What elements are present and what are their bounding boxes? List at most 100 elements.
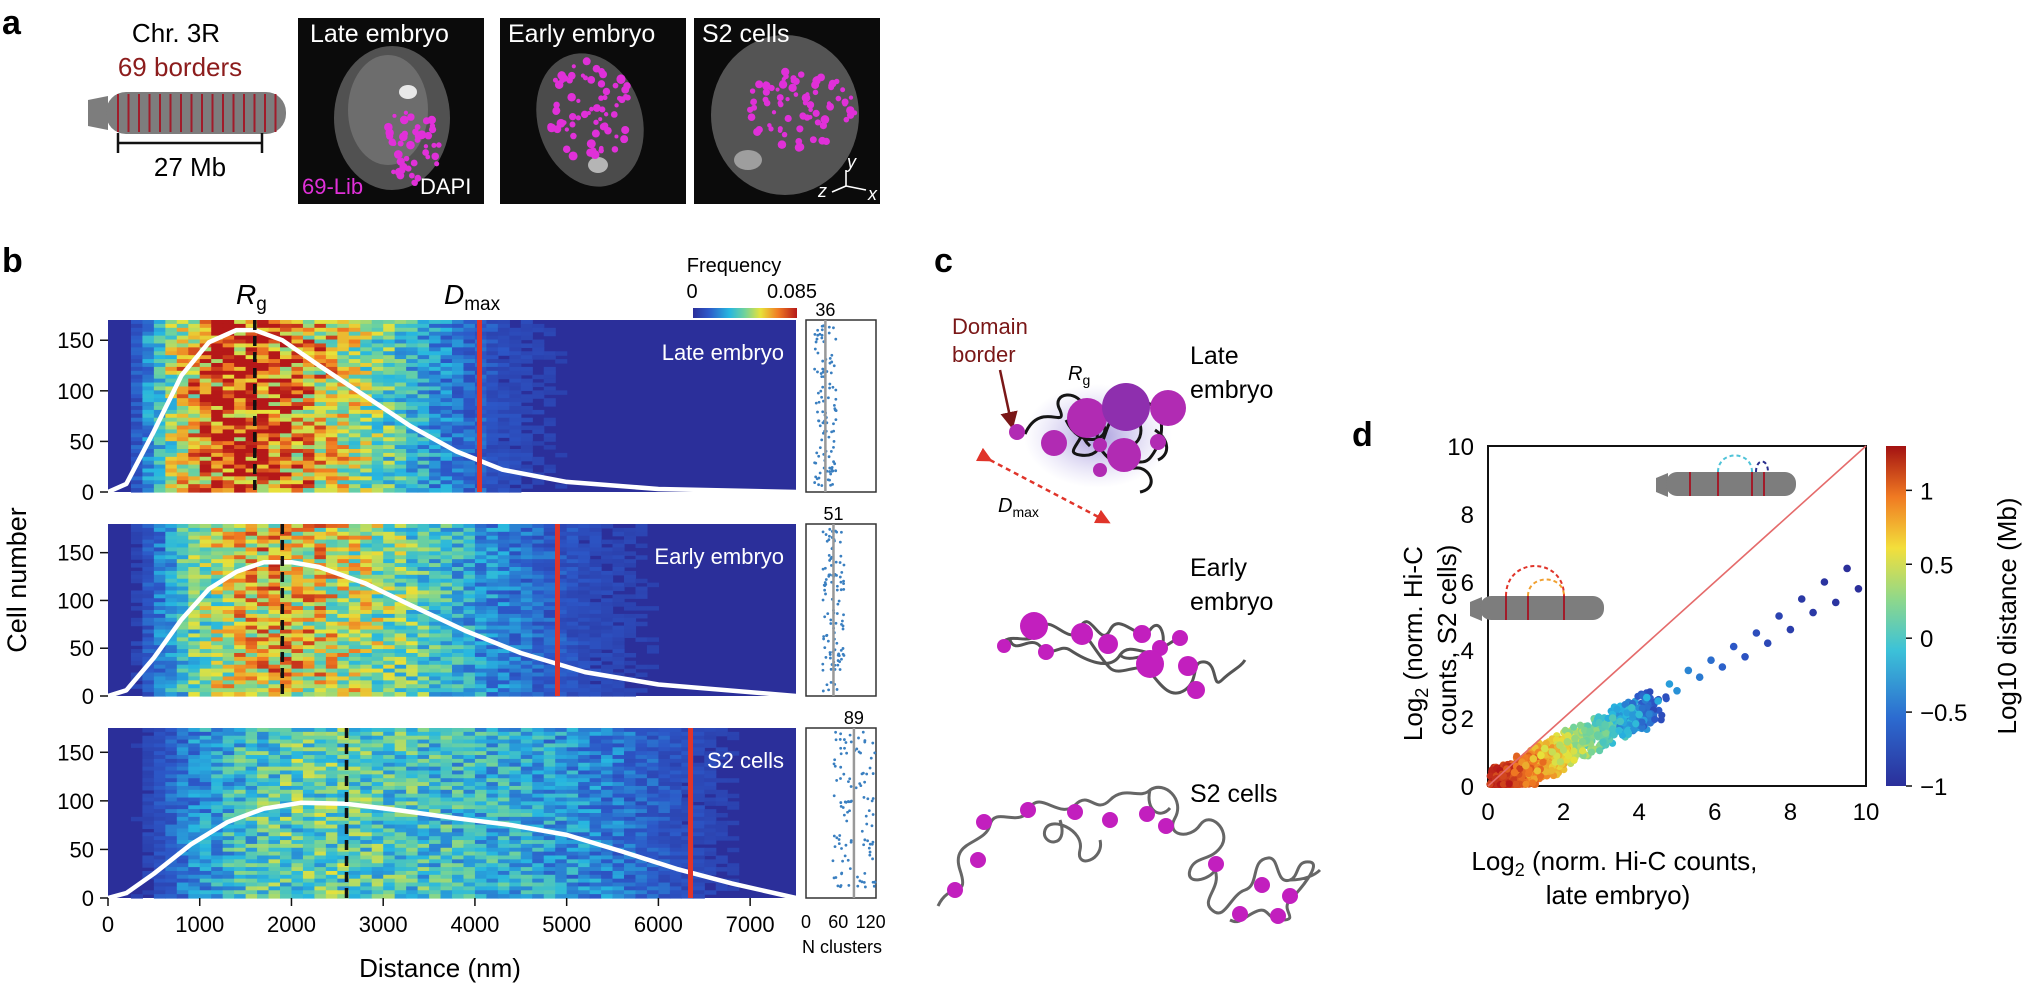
heatmap-cell: [234, 441, 247, 446]
heatmap-cell: [130, 394, 143, 399]
heatmap-cell: [497, 762, 510, 768]
heatmap-cell: [601, 555, 614, 560]
probe-spot: [806, 101, 815, 109]
heatmap-cell: [257, 468, 270, 474]
heatmap-cell: [291, 437, 304, 442]
heatmap-cell: [280, 743, 293, 748]
heatmap-cell: [463, 582, 476, 588]
heatmap-cell: [337, 613, 350, 619]
heatmap-cell: [440, 731, 453, 737]
heatmap-cell: [646, 731, 659, 737]
heatmap-cell: [601, 570, 614, 576]
heatmap-cell: [394, 735, 407, 741]
heatmap-cell: [371, 476, 384, 481]
heatmap-cell: [234, 456, 247, 462]
heatmap-cell: [211, 656, 224, 662]
heatmap-cell: [486, 351, 499, 356]
heatmap-cell: [280, 535, 293, 541]
heatmap-cell: [176, 789, 189, 795]
n-clusters-point: [828, 470, 831, 473]
heatmap-cell: [463, 684, 476, 689]
heatmap-cell: [497, 441, 510, 446]
heatmap-cell: [348, 452, 361, 458]
heatmap-cell: [601, 621, 614, 627]
heatmap-cell: [371, 684, 384, 689]
heatmap-cell: [474, 758, 487, 764]
heatmap-cell: [589, 692, 602, 697]
heatmap-cell: [394, 555, 407, 560]
heatmap-cell: [612, 594, 625, 599]
heatmap-cell: [314, 751, 327, 756]
heatmap-cell: [509, 660, 522, 666]
heatmap-cell: [406, 793, 419, 799]
heatmap-cell: [234, 676, 247, 681]
n-clusters-point: [827, 331, 831, 335]
heatmap-cell: [268, 433, 281, 438]
heatmap-cell: [440, 739, 453, 745]
heatmap-cell: [532, 547, 545, 552]
heatmap-cell: [302, 429, 315, 434]
heatmap-cell: [222, 656, 235, 662]
heatmap-cell: [280, 672, 293, 678]
heatmap-cell: [280, 606, 293, 611]
heatmap-cell: [188, 641, 201, 646]
heatmap-cell: [406, 680, 419, 685]
heatmap-cell: [142, 524, 155, 529]
heatmap-cell: [452, 390, 465, 395]
heatmap-cell: [474, 789, 487, 795]
heatmap-cell: [280, 641, 293, 646]
heatmap-cell: [176, 335, 189, 341]
heatmap-cell: [624, 747, 637, 752]
heatmap-cell: [280, 531, 293, 537]
heatmap-cell: [452, 378, 465, 384]
heatmap-cell: [383, 747, 396, 752]
heatmap-cell: [280, 668, 293, 674]
heatmap-cell: [337, 551, 350, 556]
heatmap-cell: [635, 793, 648, 799]
heatmap-cell: [532, 551, 545, 556]
heatmap-cell: [371, 664, 384, 670]
heatmap-cell: [440, 386, 453, 391]
heatmap-cell: [440, 320, 453, 325]
heatmap-cell: [325, 449, 338, 454]
heatmap-cell: [566, 610, 579, 615]
n-clusters-point: [814, 340, 818, 344]
heatmap-cell: [302, 602, 315, 607]
heatmap-cell: [199, 633, 212, 638]
heatmap-cell: [440, 382, 453, 388]
heatmap-cell: [486, 359, 499, 364]
heatmap-cell: [635, 672, 648, 678]
heatmap-cell: [302, 347, 315, 352]
heatmap-cell: [578, 735, 591, 741]
heatmap-cell: [520, 327, 533, 333]
heatmap-cell: [245, 456, 258, 462]
heatmap-cell: [199, 641, 212, 646]
heatmap-cell: [417, 641, 430, 646]
heatmap-cell: [165, 797, 178, 803]
heatmap-cell: [245, 660, 258, 666]
heatmap-cell: [509, 747, 522, 752]
probe-spot: [784, 114, 792, 123]
heatmap-cell: [669, 739, 682, 745]
heatmap-cell: [142, 429, 155, 434]
heatmap-cell: [497, 476, 510, 481]
heatmap-cell: [543, 524, 556, 529]
heatmap-cell: [245, 402, 258, 407]
heatmap-cell: [429, 524, 442, 529]
heatmap-cell: [417, 594, 430, 599]
heatmap-cell: [222, 386, 235, 391]
heatmap-cell: [234, 417, 247, 423]
heatmap-cell: [555, 728, 568, 733]
heatmap-cell: [497, 797, 510, 803]
heatmap-cell: [612, 684, 625, 689]
heatmap-cell: [543, 688, 556, 693]
heatmap-cell: [153, 653, 166, 658]
heatmap-cell: [532, 751, 545, 756]
heatmap-cell: [280, 613, 293, 619]
heatmap-cell: [291, 680, 304, 685]
heatmap-cell: [153, 472, 166, 477]
heatmap-cell: [188, 484, 201, 489]
heatmap-cell: [280, 664, 293, 670]
heatmap-cell: [383, 320, 396, 325]
heatmap-cell: [520, 378, 533, 384]
